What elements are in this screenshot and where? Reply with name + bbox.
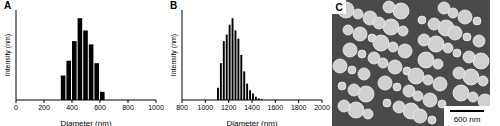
svg-text:800: 800 bbox=[176, 104, 188, 111]
svg-text:1200: 1200 bbox=[221, 104, 237, 111]
html-text:A: A bbox=[4, 0, 12, 11]
svg-text:C: C bbox=[335, 2, 342, 13]
svg-text:1000: 1000 bbox=[198, 104, 214, 111]
svg-text:1400: 1400 bbox=[244, 104, 260, 111]
svg-text:600 nm: 600 nm bbox=[454, 115, 481, 124]
svg-text:1000: 1000 bbox=[148, 104, 164, 111]
svg-text:1600: 1600 bbox=[268, 104, 284, 111]
svg-text:2000: 2000 bbox=[314, 104, 330, 111]
svg-text:600: 600 bbox=[94, 104, 106, 111]
html-text:B: B bbox=[170, 0, 178, 11]
svg-text:0: 0 bbox=[14, 104, 18, 111]
svg-text:200: 200 bbox=[38, 104, 50, 111]
svg-text:800: 800 bbox=[122, 104, 134, 111]
svg-text:Intensity (nm): Intensity (nm) bbox=[8, 34, 12, 76]
svg-text:400: 400 bbox=[66, 104, 78, 111]
svg-text:Diameter (nm): Diameter (nm) bbox=[60, 119, 111, 126]
svg-text:1800: 1800 bbox=[291, 104, 307, 111]
svg-text:Intensity (nm): Intensity (nm) bbox=[170, 34, 178, 76]
svg-text:Diameter (nm): Diameter (nm) bbox=[226, 119, 277, 126]
